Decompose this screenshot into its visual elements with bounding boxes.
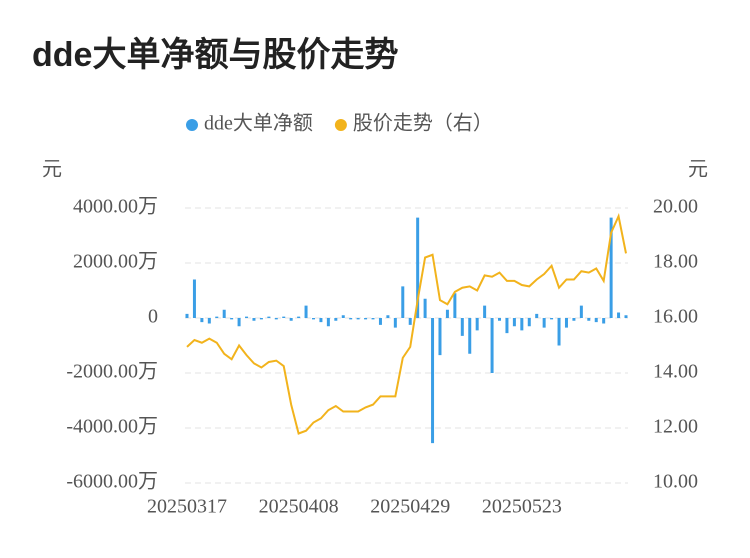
bar	[215, 316, 219, 318]
y-tick-label: 4000.00万	[73, 196, 158, 218]
bar	[468, 318, 472, 354]
bar	[602, 318, 606, 324]
y-tick-label: 0	[148, 306, 158, 328]
bar	[416, 217, 420, 318]
legend-marker	[334, 119, 347, 131]
bar	[520, 318, 524, 331]
price-line	[186, 213, 627, 435]
bar	[282, 316, 286, 318]
bar	[438, 318, 442, 356]
bar	[401, 286, 405, 318]
bar	[386, 315, 390, 318]
x-tick-label: 20250429	[370, 496, 450, 518]
y2-tick-label: 14.00	[653, 361, 698, 383]
x-tick-label: 20250523	[482, 496, 562, 518]
bar	[297, 316, 301, 318]
bar	[341, 315, 345, 318]
bar	[572, 318, 576, 321]
y2-tick-label: 20.00	[653, 196, 698, 218]
bar	[460, 318, 464, 336]
bar	[550, 318, 554, 320]
y-axis-unit: 元	[42, 159, 62, 181]
bar	[542, 318, 546, 328]
bar	[587, 318, 591, 321]
bar	[564, 318, 568, 328]
bar	[311, 318, 315, 320]
legend-marker	[186, 119, 198, 131]
bar	[378, 318, 382, 325]
bar	[259, 318, 263, 320]
bar	[222, 309, 226, 318]
bar	[289, 318, 293, 321]
bar	[423, 298, 427, 318]
bar	[505, 318, 509, 334]
bar	[527, 318, 531, 327]
x-tick-label: 20250408	[259, 496, 339, 518]
bar	[617, 312, 621, 318]
y2-tick-label: 10.00	[653, 471, 698, 493]
bar	[200, 318, 204, 323]
y-tick-label: -2000.00万	[66, 361, 158, 383]
bar	[512, 318, 516, 327]
bar	[609, 217, 613, 318]
bar	[431, 318, 435, 444]
bar	[408, 318, 412, 325]
y2-tick-label: 18.00	[653, 251, 698, 273]
y2-tick-label: 16.00	[653, 306, 698, 328]
bar	[594, 318, 598, 323]
bar	[252, 318, 256, 321]
bar	[304, 305, 308, 318]
bar	[237, 318, 241, 327]
bar	[274, 318, 278, 320]
bar	[483, 305, 487, 318]
x-tick-label: 20250317	[147, 496, 227, 518]
bar	[192, 279, 196, 318]
bar	[475, 318, 479, 331]
legend-label: 股价走势（右）	[353, 112, 493, 135]
bar	[326, 318, 330, 327]
y-tick-label: -6000.00万	[66, 471, 158, 493]
legend-label: dde大单净额	[204, 112, 313, 135]
y2-tick-label: 12.00	[653, 416, 698, 438]
bar	[207, 318, 211, 324]
bar	[185, 313, 189, 318]
bar	[230, 318, 234, 320]
bar	[349, 318, 353, 320]
bar	[453, 293, 457, 318]
bar	[245, 316, 249, 318]
bar	[445, 309, 449, 318]
bar	[267, 316, 271, 318]
bar	[356, 318, 360, 320]
y-tick-label: -4000.00万	[66, 416, 158, 438]
bar	[579, 305, 583, 318]
bar	[557, 318, 561, 346]
bar	[371, 318, 375, 320]
y2-axis-unit: 元	[688, 159, 708, 181]
bar	[393, 318, 397, 328]
bar	[319, 318, 323, 323]
chart-title: dde大单净额与股价走势	[32, 36, 398, 74]
bar	[498, 318, 502, 321]
bar	[334, 318, 338, 321]
y-tick-label: 2000.00万	[73, 251, 158, 273]
bar	[364, 318, 368, 320]
bar	[535, 313, 539, 318]
bar	[624, 315, 628, 318]
bar	[490, 318, 494, 373]
